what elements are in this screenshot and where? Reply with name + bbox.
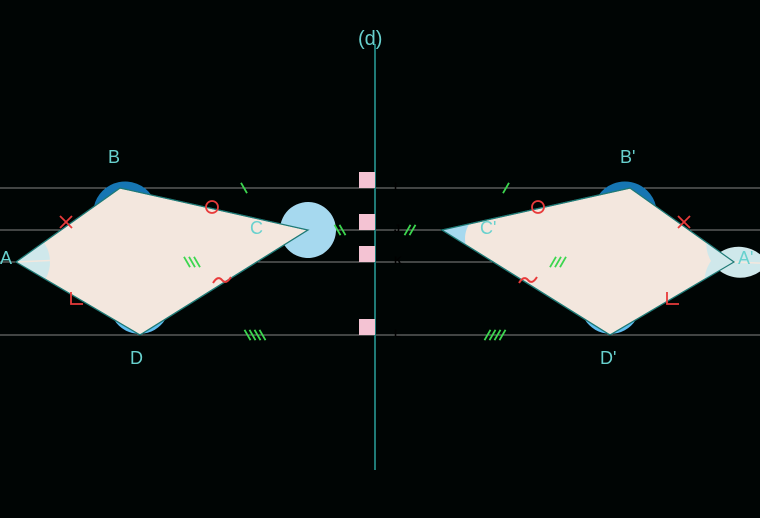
vertex-label: C' [480,218,496,239]
vertex-label: A [0,248,12,269]
intersection-label: I [394,181,397,193]
vertex-label: B' [620,147,635,168]
intersection-label: J [394,223,400,235]
vertex-label: A' [738,248,753,269]
vertex-label: B [108,147,120,168]
vertex-label: C [250,218,263,239]
axis-label: (d) [358,28,382,51]
intersection-label: L [394,328,401,340]
reflection-diagram [0,0,760,518]
vertex-label: D [130,348,143,369]
intersection-label: K [394,255,402,267]
vertex-label: D' [600,348,616,369]
